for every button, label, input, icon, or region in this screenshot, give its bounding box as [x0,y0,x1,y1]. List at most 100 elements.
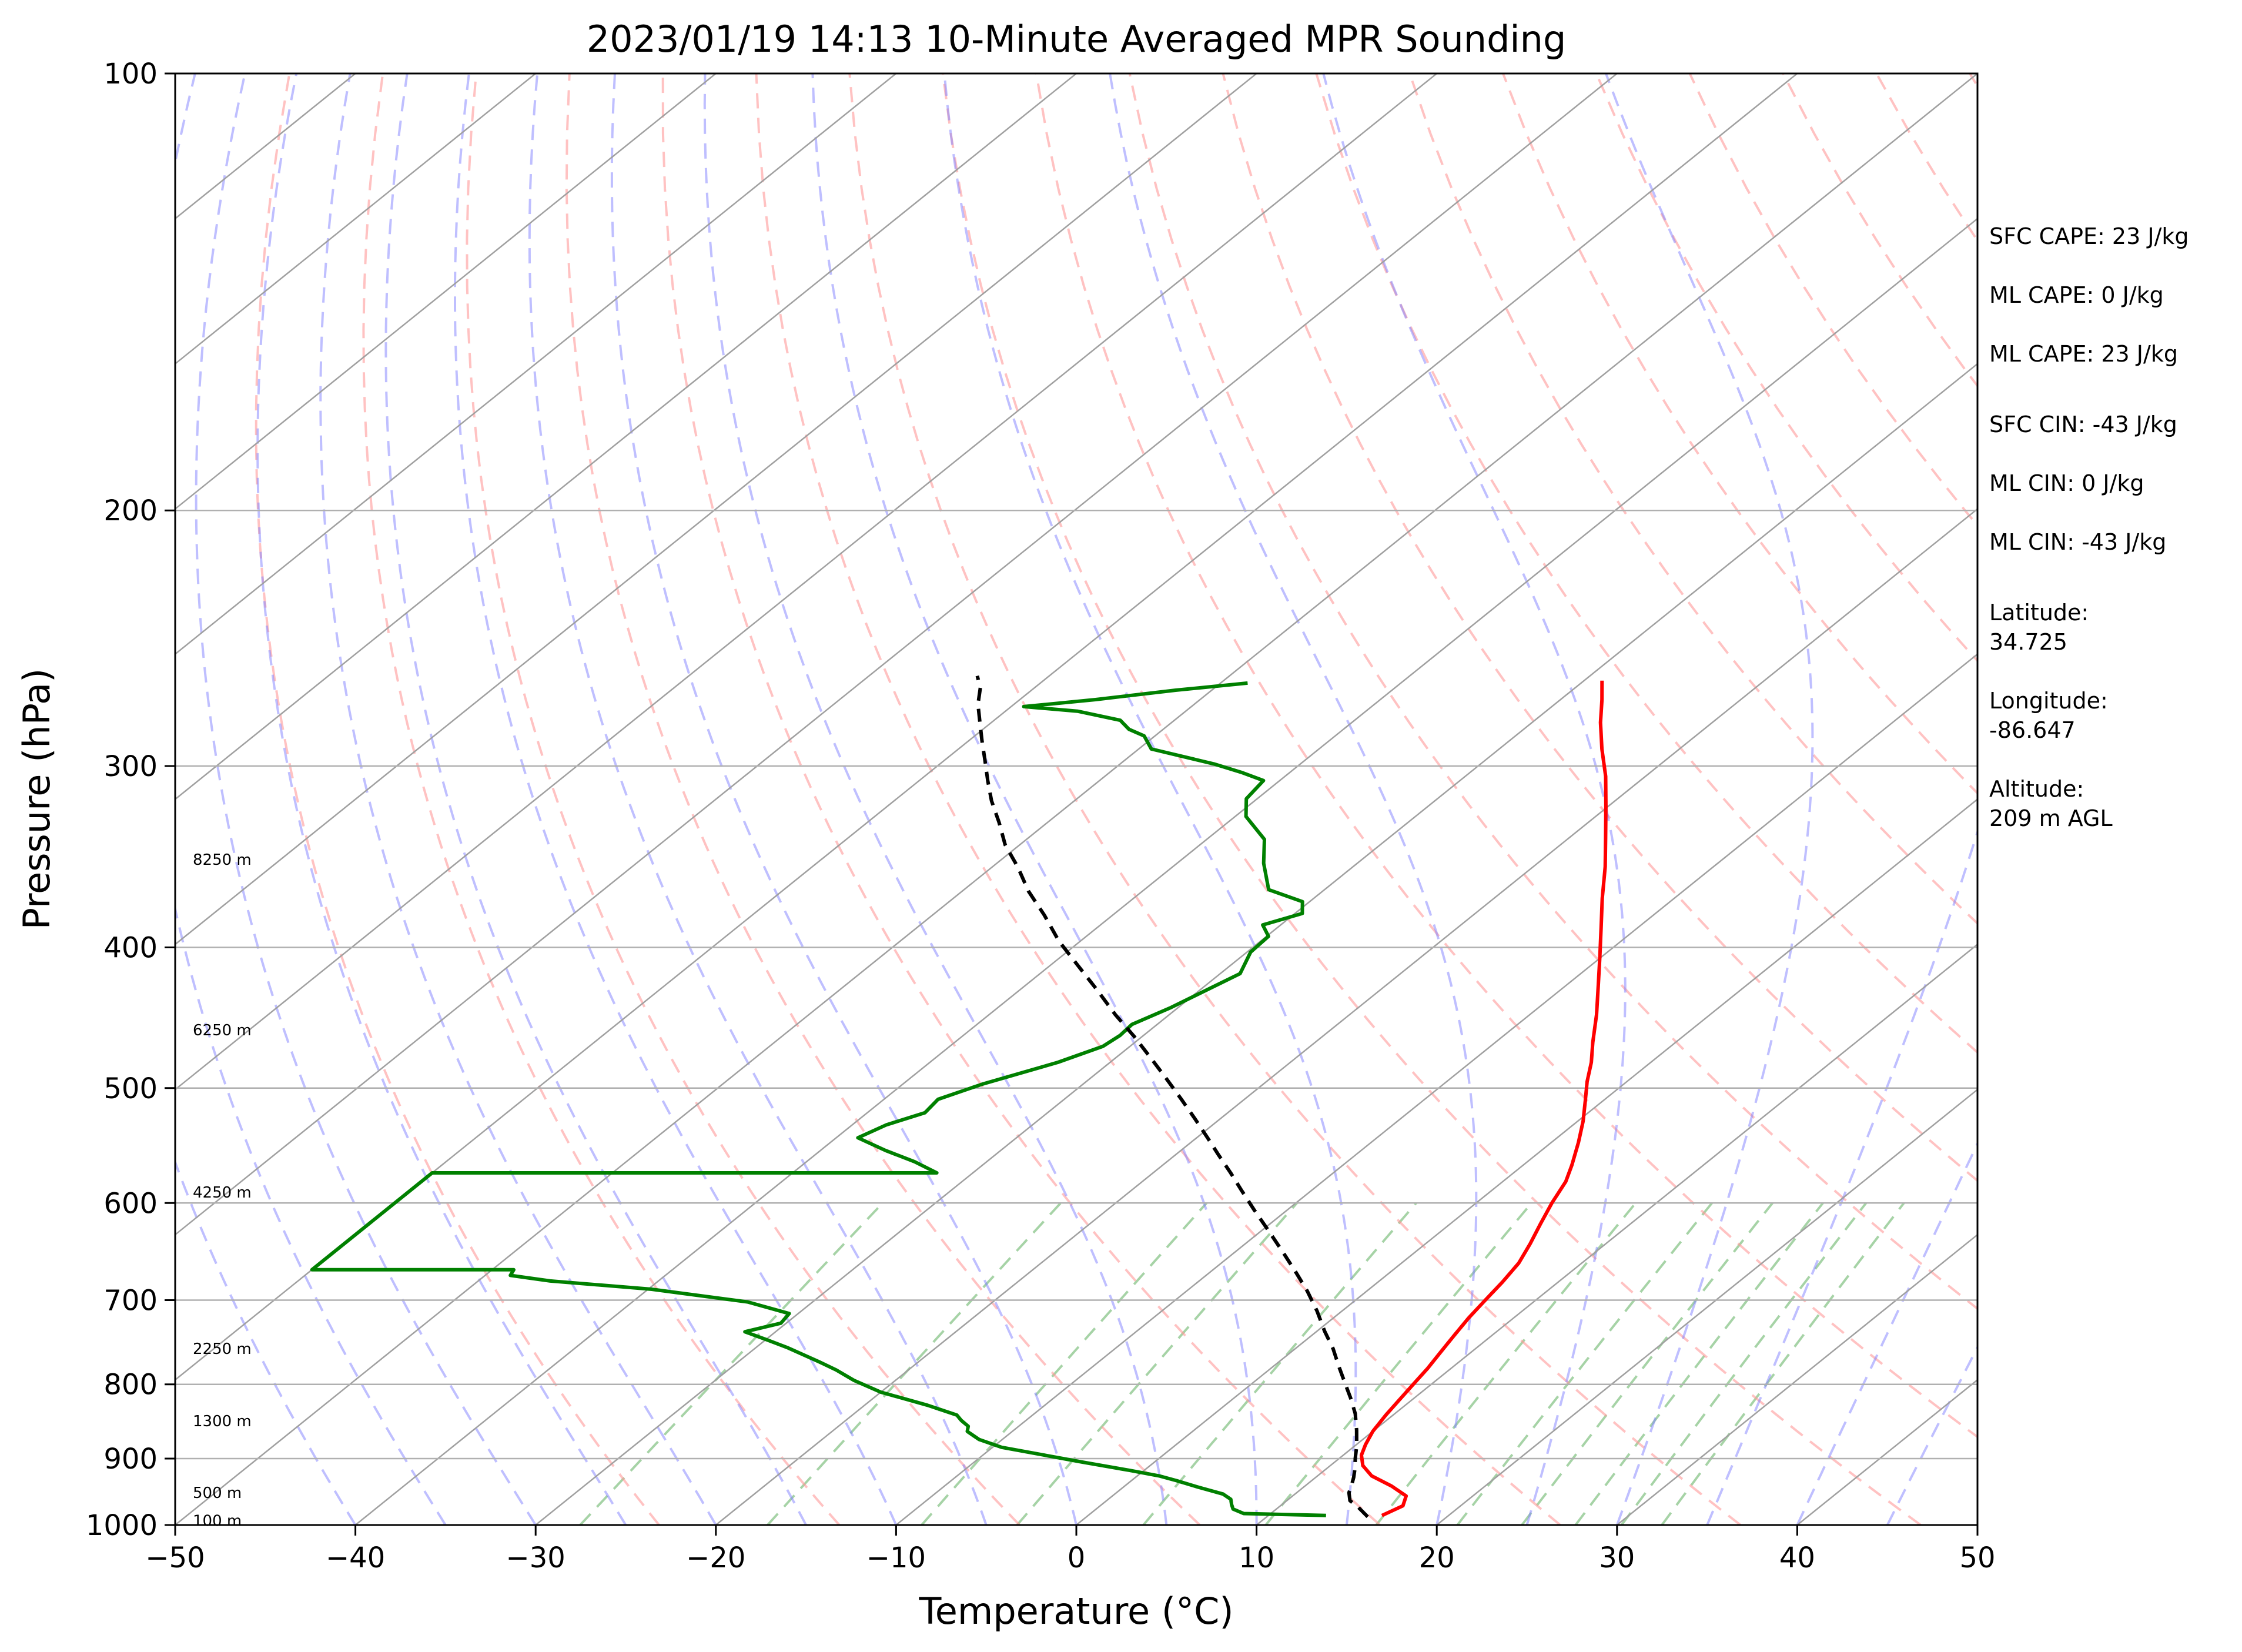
isotherm-line [175,73,1798,1381]
y-tick-label: 900 [103,1443,158,1476]
y-tick-label: 600 [103,1187,158,1220]
isotherm-line [175,73,1618,1236]
moist-adiabat-line [1706,73,1977,1525]
moist-adiabat-line [1796,1141,1977,1525]
dry-adiabat-line [466,73,1020,1525]
latitude-value: 34.725 [1989,629,2067,655]
moist-adiabat-line [703,73,1168,1525]
x-tick-label: 50 [1959,1541,1995,1574]
x-tick-label: −40 [326,1541,385,1574]
ml-cin-text: ML CIN: 0 J/kg [1989,470,2144,496]
x-tick-label: −50 [145,1541,205,1574]
dry-adiabat-line [1408,73,1977,925]
x-tick-label: −20 [686,1541,745,1574]
latitude-label: Latitude: [1989,600,2089,626]
height-label: 500 m [193,1484,242,1502]
height-label: 1300 m [193,1413,252,1430]
height-labels: 8250 m 6250 m 4250 m 2250 m 1300 m 500 m 100 m [193,851,252,1530]
y-tick-label: 400 [103,931,158,964]
moist-adiabat-line [256,73,627,1525]
y-axis-label: Pressure (hPa) [15,668,58,930]
isobar-gridlines [175,73,1977,1525]
y-tick-label: 500 [103,1072,158,1105]
dry-adiabat-line [1315,73,1977,1054]
ml-cape-text: ML CAPE: 23 J/kg [1989,341,2178,367]
sounding-series [310,675,1608,1519]
y-tick-label: 100 [103,58,158,91]
y-tick-label: 300 [103,750,158,783]
isotherm-line [1256,943,1977,1525]
x-tick-label: 10 [1239,1541,1274,1574]
ml-cape-text: ML CAPE: 0 J/kg [1989,282,2164,308]
x-tick-label: −10 [866,1541,926,1574]
temperature-line [1360,680,1608,1517]
info-panel: SFC CAPE: 23 J/kg ML CAPE: 0 J/kg ML CAP… [1989,223,2189,831]
height-label: 4250 m [193,1184,252,1202]
y-tick-label: 700 [103,1285,158,1317]
longitude-value: -86.647 [1989,717,2076,743]
isotherm-line [175,73,536,365]
altitude-label: Altitude: [1989,776,2084,802]
moist-adiabat-line [811,73,1258,1525]
isotherm-line [175,73,1257,946]
height-label: 100 m [193,1512,242,1530]
moist-adiabat-line [1322,73,1627,1525]
height-label: 2250 m [193,1340,252,1358]
mixing-ratio-line [579,1202,884,1525]
isotherm-line [1617,1233,1977,1525]
sfc-cape-text: SFC CAPE: 23 J/kg [1989,223,2189,249]
isotherm-line [175,73,897,656]
x-tick-label: 20 [1419,1541,1455,1574]
isotherm-line [895,653,1977,1525]
moist-adiabat-line [1605,73,1814,1525]
dewpoint-line [310,681,1326,1517]
moist-adiabat-line [195,73,537,1525]
isotherm-line [175,73,1977,1525]
y-tick-label: 800 [103,1369,158,1402]
chart-title: 2023/01/19 14:13 10-Minute Averaged MPR … [587,18,1567,61]
isotherm-line [175,73,1077,801]
y-tick-label: 1000 [86,1509,158,1542]
longitude-label: Longitude: [1989,688,2108,714]
moist-adiabats [175,73,1977,1525]
dry-adiabat-line [755,73,1561,1525]
sfc-cin-text: SFC CIN: -43 J/kg [1989,412,2177,437]
x-axis-label: Temperature (°C) [918,1590,1233,1633]
dry-adiabat-line [942,73,1922,1525]
isotherm-line [535,363,1977,1525]
dry-adiabat-line [362,73,841,1525]
moist-adiabat-line [175,73,447,1525]
isotherm-line [1076,798,1977,1525]
moist-adiabat-line [528,73,988,1525]
isotherm-line [354,218,1977,1525]
dry-adiabat-line [565,73,1201,1525]
dry-adiabat-line [1222,73,1977,1182]
ml-cin-text: ML CIN: -43 J/kg [1989,529,2166,555]
y-tick-label: 200 [103,494,158,527]
dry-adiabat-line [848,73,1742,1525]
x-tick-label: −30 [506,1541,565,1574]
moist-adiabat-line [943,73,1357,1525]
isotherm-line [175,73,717,510]
mixing-ratio-line [767,1202,1062,1525]
isotherm-line [175,73,1437,1091]
x-tick-label: 40 [1779,1541,1815,1574]
altitude-value: 209 m AGL [1989,805,2113,831]
height-label: 8250 m [193,851,252,869]
moist-adiabat-line [1109,73,1478,1525]
height-label: 6250 m [193,1022,252,1039]
dry-adiabat-line [1128,73,1977,1310]
dry-adiabat-line [1035,73,1977,1439]
moist-adiabat-line [454,73,898,1525]
x-tick-label: 0 [1068,1541,1086,1574]
x-tick-label: 30 [1599,1541,1635,1574]
moist-adiabat-line [319,73,717,1525]
dry-adiabat-line [661,73,1381,1525]
moist-adiabat-line [610,73,1078,1525]
isotherm-line [1436,1088,1977,1525]
isotherm-line [715,508,1977,1525]
y-axis: 100 200 300 400 500 600 700 800 900 1000 [86,58,175,1542]
plot-area [175,73,1977,1525]
x-axis: −50 −40 −30 −20 −10 0 10 20 30 40 50 [145,1525,1996,1574]
